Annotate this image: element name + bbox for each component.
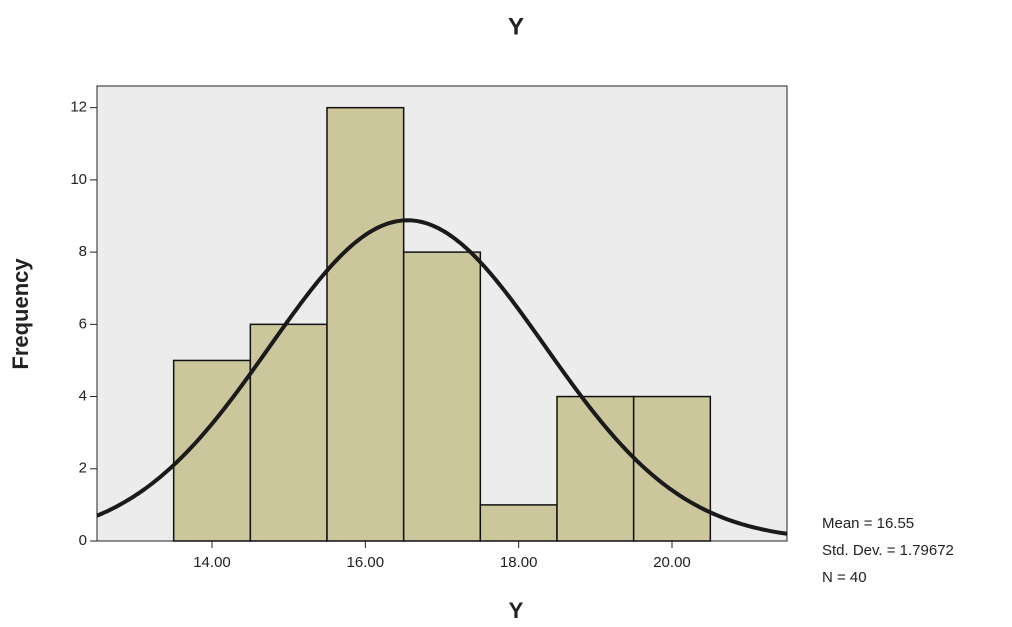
x-tick-label: 20.00: [653, 554, 691, 571]
x-tick-label: 14.00: [193, 554, 231, 571]
bar: [556, 395, 635, 542]
y-tick-label: 2: [79, 460, 87, 477]
bar: [326, 106, 405, 542]
stat-label: N = 40: [822, 569, 867, 586]
chart-title: Y: [508, 13, 524, 40]
x-axis-label: Y: [509, 598, 524, 623]
stat-label: Std. Dev. = 1.79672: [822, 542, 954, 559]
y-tick-label: 12: [70, 99, 87, 116]
y-tick-label: 4: [79, 388, 87, 405]
bar: [249, 323, 328, 542]
x-tick-label: 18.00: [500, 554, 538, 571]
bar: [479, 504, 558, 542]
y-tick-label: 6: [79, 315, 87, 332]
stat-label: Mean = 16.55: [822, 515, 914, 532]
x-tick-label: 16.00: [347, 554, 385, 571]
y-tick-label: 0: [79, 532, 87, 549]
y-tick-label: 10: [70, 171, 87, 188]
normal-curve: [96, 218, 788, 536]
y-tick-label: 8: [79, 243, 87, 260]
bar: [402, 251, 482, 542]
y-axis-label: Frequency: [8, 258, 33, 370]
